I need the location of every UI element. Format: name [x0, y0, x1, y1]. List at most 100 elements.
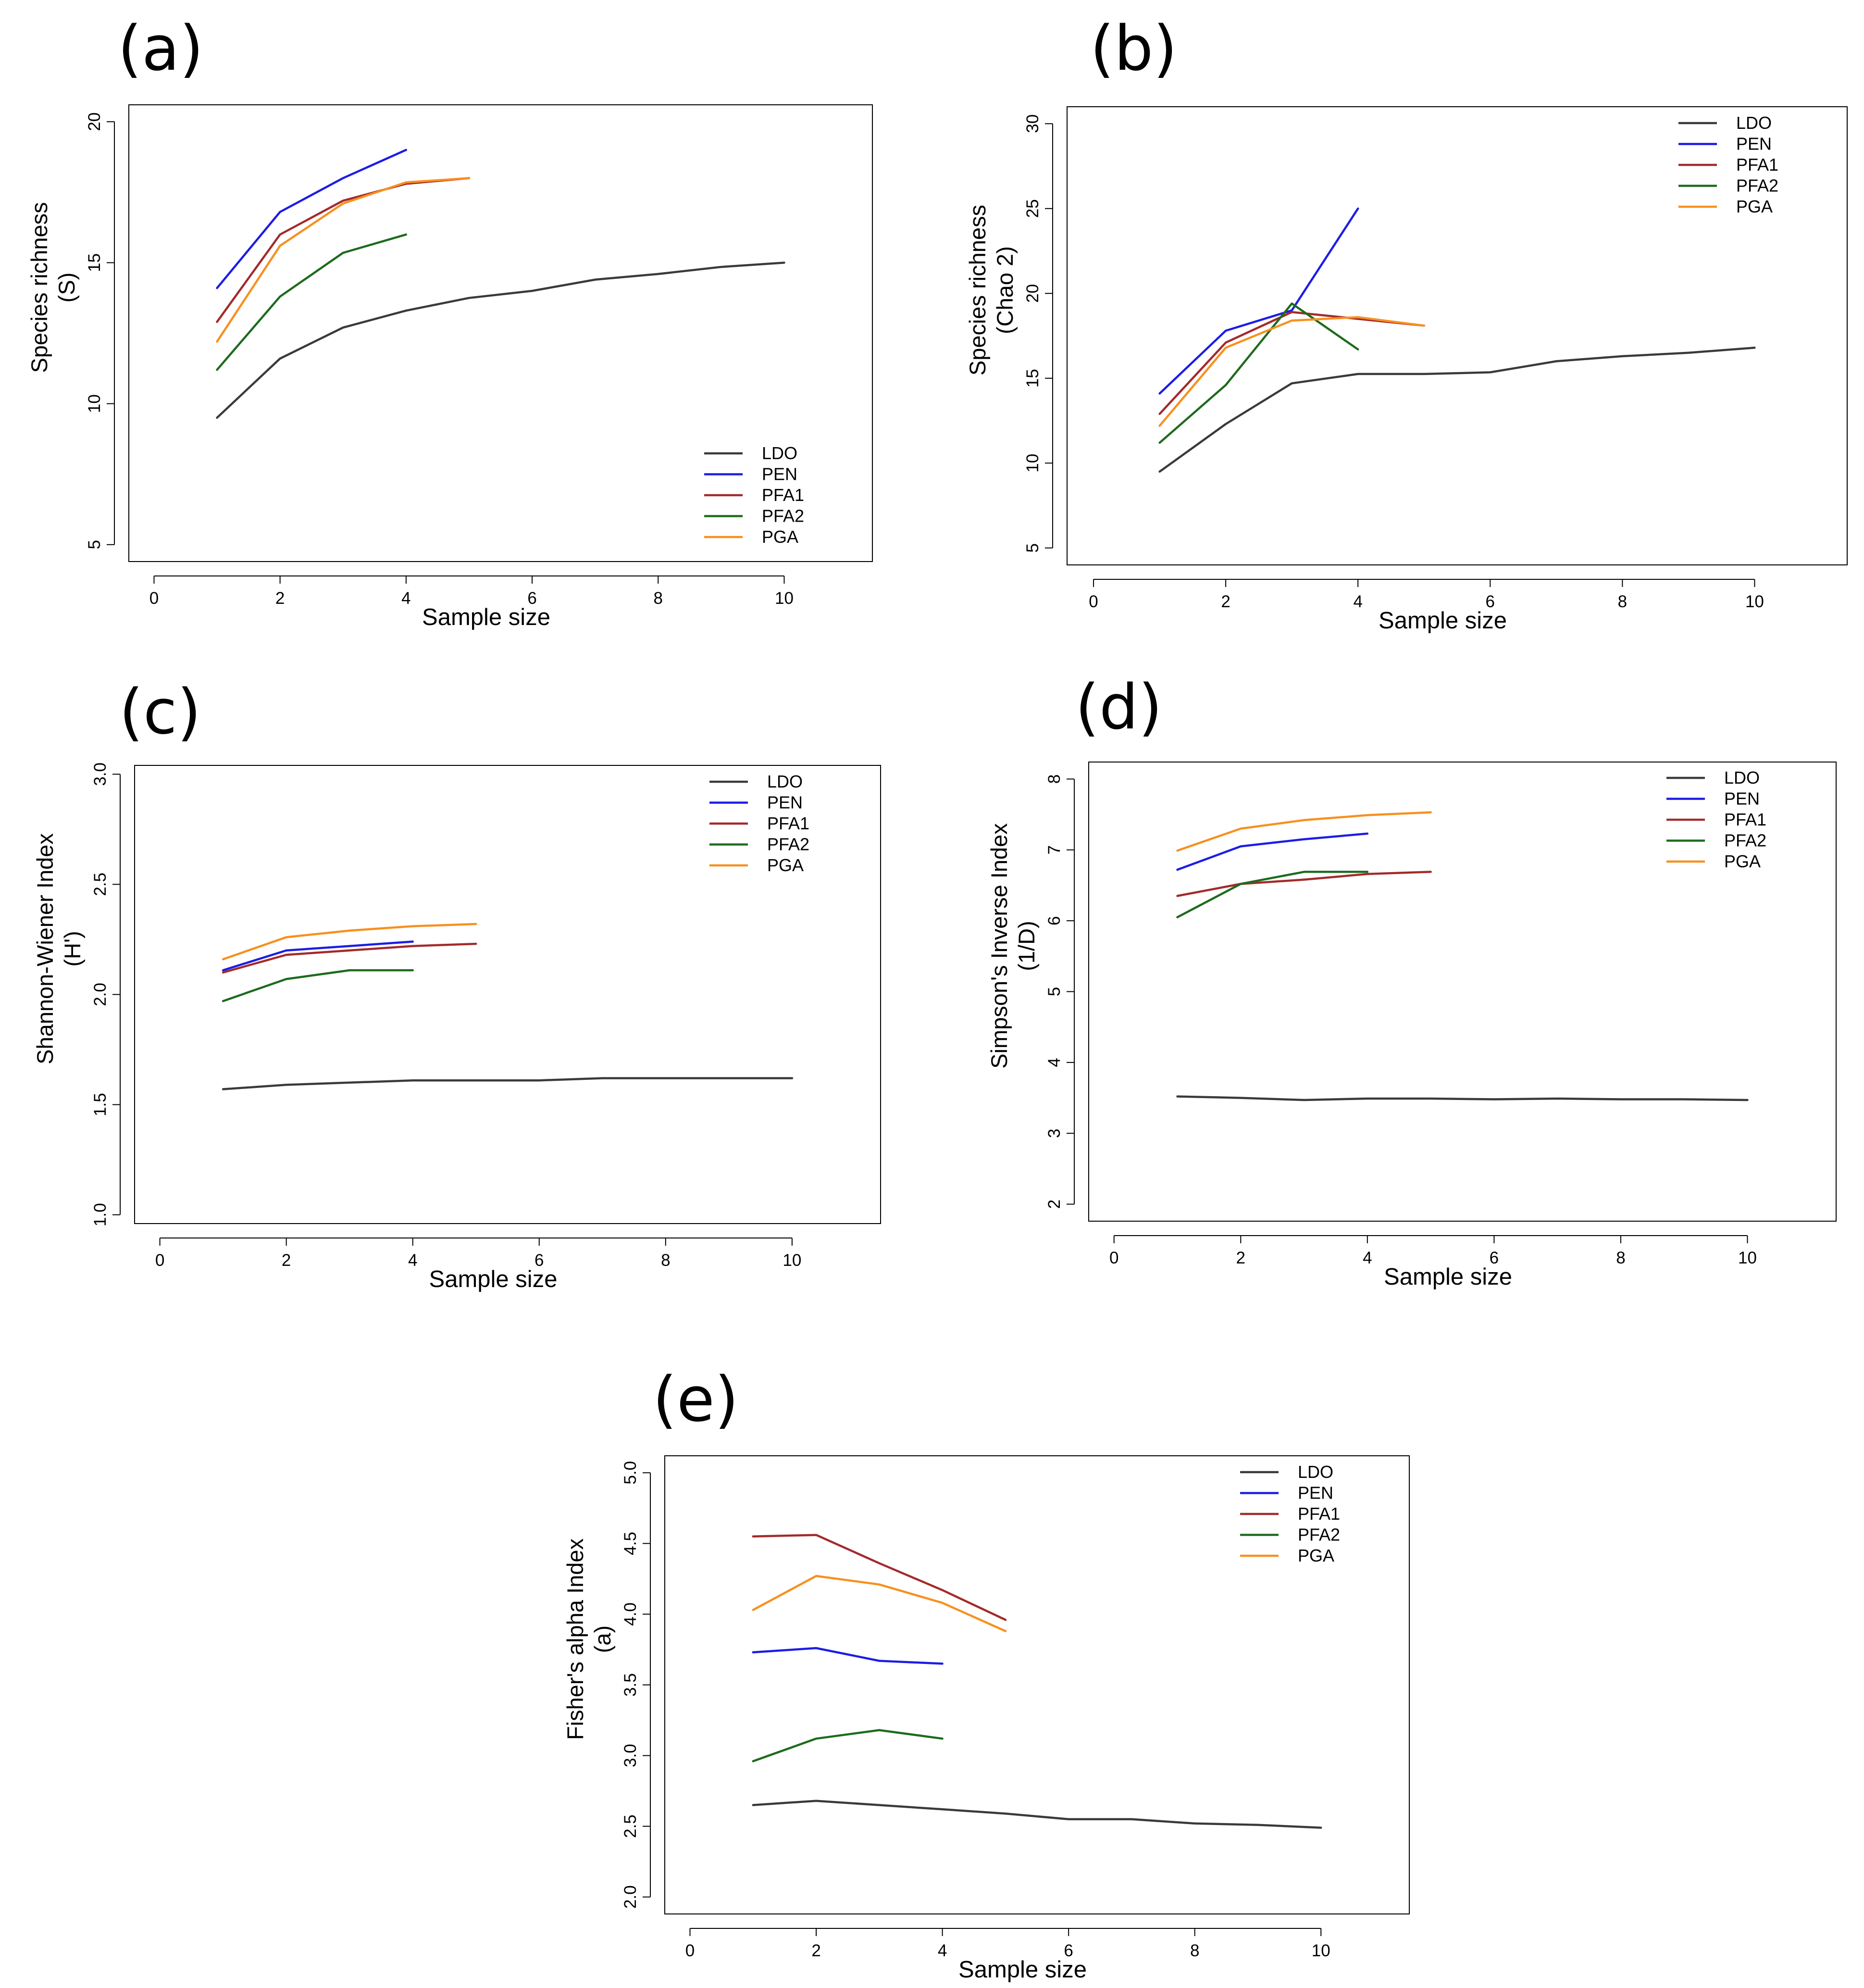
- legend-label-pfa2: PFA2: [1736, 176, 1778, 196]
- panel-label: (e): [653, 1364, 739, 1436]
- x-tick-label: 4: [1353, 592, 1362, 611]
- y-tick-label: 2: [1045, 1200, 1064, 1209]
- legend-label-pga: PGA: [1724, 851, 1761, 871]
- series-line-pen: [1176, 832, 1369, 871]
- y-tick-label: 2.0: [621, 1885, 640, 1909]
- series-line-pen: [216, 149, 408, 289]
- y-tick-label: 3.0: [621, 1744, 640, 1767]
- x-tick-label: 2: [1221, 592, 1230, 611]
- y-axis-title: Fisher's alpha Index: [562, 1538, 588, 1740]
- y-tick-label: 4: [1045, 1058, 1064, 1067]
- series-line-pga: [222, 923, 477, 961]
- series-line-pga: [216, 177, 471, 343]
- legend-label-ldo: LDO: [762, 443, 797, 463]
- legend-label-pga: PGA: [767, 855, 804, 875]
- x-axis-title: Sample size: [422, 604, 550, 630]
- legend-label-pfa1: PFA1: [767, 813, 809, 833]
- y-tick-label: 1.5: [91, 1093, 110, 1116]
- y-tick-label: 4.5: [621, 1532, 640, 1555]
- series-line-pfa1: [216, 177, 471, 323]
- legend-label-pen: PEN: [1298, 1483, 1333, 1503]
- panel-label: (d): [1075, 672, 1162, 743]
- series-line-pga: [1176, 811, 1432, 852]
- series-line-pga: [752, 1575, 1007, 1632]
- series-line-pfa1: [222, 942, 477, 974]
- y-axis-subtitle: (1/D): [1014, 921, 1039, 971]
- y-tick-label: 3: [1045, 1129, 1064, 1138]
- series-line-ldo: [752, 1800, 1322, 1829]
- legend-label-pfa2: PFA2: [762, 506, 804, 526]
- y-tick-label: 6: [1045, 916, 1064, 925]
- y-tick-label: 2.0: [91, 983, 110, 1006]
- x-tick-label: 10: [783, 1251, 801, 1270]
- legend-label-pga: PGA: [1736, 197, 1773, 216]
- x-tick-label: 4: [408, 1251, 417, 1270]
- legend-label-pen: PEN: [1724, 789, 1760, 809]
- y-tick-label: 15: [85, 253, 104, 272]
- x-axis-title: Sample size: [1384, 1264, 1512, 1290]
- legend-label-pen: PEN: [767, 793, 803, 813]
- x-tick-label: 8: [654, 589, 663, 608]
- plot-frame: [128, 104, 873, 562]
- chart-panel-c: (c) 0 2 4 6 8 10 Sample size 1.0 1.5 2.0 2.5 3.0 Shan…: [32, 676, 881, 1292]
- x-tick-label: 6: [1490, 1249, 1499, 1267]
- x-tick-label: 10: [1745, 592, 1764, 611]
- legend-label-pfa2: PFA2: [767, 835, 809, 854]
- chart-panel-a: (a) 0 2 4 6 8 10 Sample size 5 10 15 20 Species rich…: [26, 13, 873, 630]
- legend-label-pfa2: PFA2: [1724, 831, 1766, 850]
- x-tick-label: 10: [1738, 1249, 1757, 1267]
- y-tick-label: 10: [85, 394, 104, 413]
- chart-panel-e: (e) 0 2 4 6 8 10 Sample size 2.0 2.5 3.0 3.5 4.0 4.5 5…: [562, 1364, 1410, 1983]
- y-axis-title: Simpson's Inverse Index: [986, 823, 1012, 1069]
- plot-frame: [664, 1455, 1410, 1914]
- y-axis-subtitle: (a): [590, 1625, 615, 1653]
- legend-label-pfa1: PFA1: [762, 485, 804, 505]
- legend-label-pen: PEN: [762, 464, 797, 484]
- x-axis-title: Sample size: [958, 1957, 1087, 1983]
- x-tick-label: 4: [401, 589, 410, 608]
- series-line-pfa2: [1158, 302, 1359, 444]
- chart-panel-d: (d) 0 2 4 6 8 10 Sample size 2 3 4 5 6 7 8 Simpson's In…: [986, 672, 1837, 1290]
- series-line-pfa2: [1176, 871, 1369, 919]
- legend-label-pga: PGA: [762, 527, 798, 547]
- legend-label-pfa1: PFA1: [1736, 155, 1778, 175]
- series-line-pfa1: [752, 1534, 1007, 1621]
- y-tick-label: 15: [1023, 369, 1042, 388]
- series-line-ldo: [222, 1077, 794, 1090]
- y-tick-label: 5: [1045, 987, 1064, 996]
- x-axis-title: Sample size: [1379, 608, 1507, 634]
- y-axis-title: Species richness: [965, 205, 990, 375]
- series-line-pga: [1158, 316, 1425, 427]
- series-line-pfa2: [216, 233, 408, 371]
- series-line-ldo: [216, 262, 785, 419]
- plot-frame: [1088, 762, 1837, 1222]
- x-tick-label: 0: [1089, 592, 1098, 611]
- series-line-pfa2: [222, 969, 414, 1002]
- x-tick-label: 0: [685, 1941, 695, 1960]
- x-tick-label: 2: [1236, 1249, 1245, 1267]
- x-tick-label: 6: [1486, 592, 1495, 611]
- y-axis-title: Species richness: [26, 202, 52, 373]
- series-line-pen: [752, 1647, 944, 1665]
- x-tick-label: 0: [1109, 1249, 1118, 1267]
- x-tick-label: 6: [1064, 1941, 1073, 1960]
- plot-frame: [1067, 106, 1848, 565]
- y-tick-label: 7: [1045, 845, 1064, 854]
- legend-label-ldo: LDO: [767, 772, 803, 791]
- series-line-ldo: [1158, 346, 1756, 473]
- plot-frame: [134, 765, 881, 1224]
- y-tick-label: 3.5: [621, 1673, 640, 1697]
- x-tick-label: 8: [1190, 1941, 1199, 1960]
- y-tick-label: 5.0: [621, 1461, 640, 1485]
- series-line-pen: [222, 940, 414, 972]
- x-tick-label: 8: [661, 1251, 670, 1270]
- y-tick-label: 20: [85, 113, 104, 131]
- legend-label-pfa1: PFA1: [1298, 1504, 1340, 1524]
- series-line-pfa1: [1176, 871, 1432, 897]
- y-tick-label: 8: [1045, 775, 1064, 784]
- legend-label-pen: PEN: [1736, 134, 1772, 154]
- legend-label-ldo: LDO: [1736, 113, 1772, 133]
- x-tick-label: 2: [282, 1251, 291, 1270]
- y-axis-title: Shannon-Wiener Index: [32, 833, 58, 1064]
- y-tick-label: 3.0: [91, 763, 110, 786]
